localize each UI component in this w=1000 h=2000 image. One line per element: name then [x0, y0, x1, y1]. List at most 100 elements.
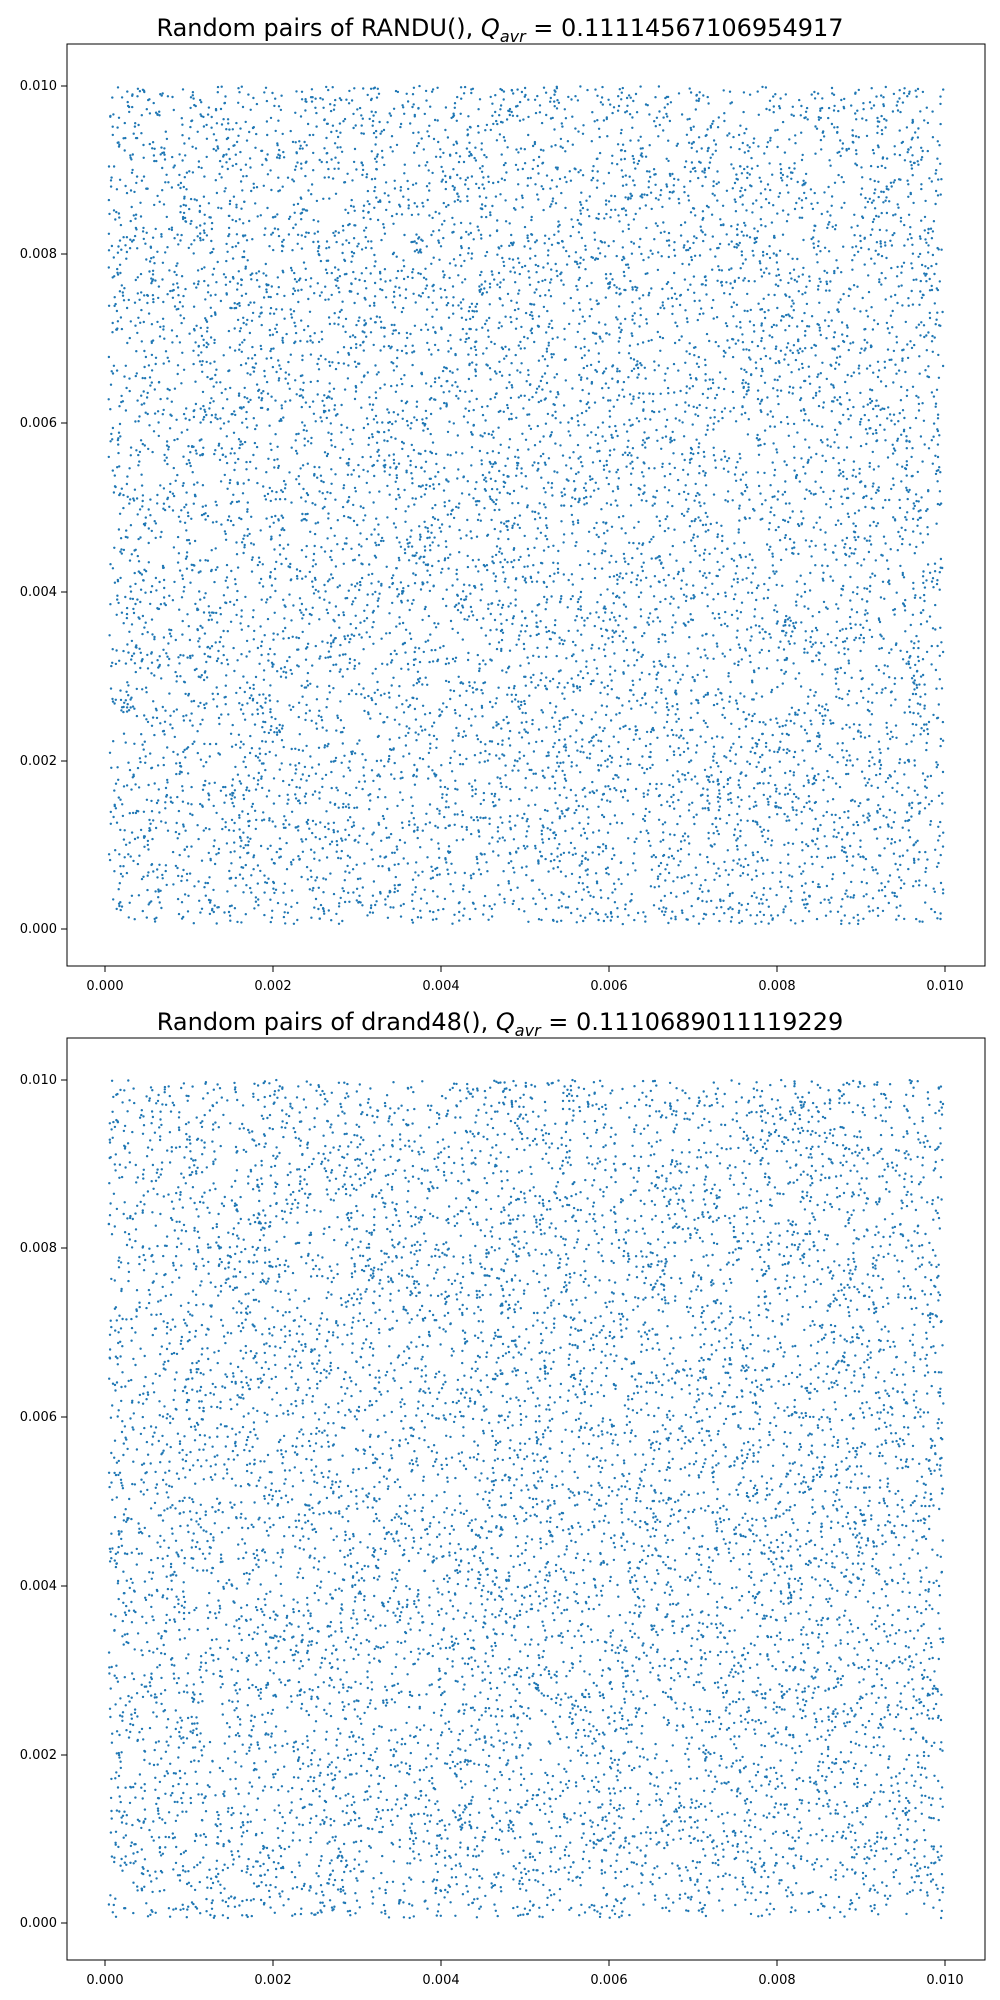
scatter-point [801, 366, 804, 370]
scatter-point [760, 398, 764, 401]
scatter-point [233, 468, 236, 472]
scatter-point [117, 451, 120, 455]
scatter-point [846, 693, 849, 696]
scatter-point [200, 907, 204, 910]
scatter-point [140, 877, 144, 881]
scatter-point [880, 164, 883, 168]
scatter-point [911, 243, 914, 246]
scatter-point [341, 839, 344, 842]
scatter-point [559, 444, 562, 447]
scatter-point [418, 677, 422, 680]
scatter-point [788, 874, 791, 877]
scatter-point [934, 189, 938, 193]
scatter-point [283, 604, 286, 607]
scatter-point [689, 283, 692, 286]
scatter-point [568, 456, 571, 459]
scatter-point [760, 367, 764, 371]
scatter-point [293, 211, 296, 214]
scatter-point [789, 349, 792, 352]
scatter-point [133, 662, 137, 665]
scatter-point [346, 819, 350, 822]
scatter-point [582, 714, 585, 717]
scatter-point [842, 756, 845, 759]
scatter-point [353, 301, 356, 305]
scatter-point [468, 493, 471, 496]
scatter-point [414, 182, 418, 185]
scatter-point [561, 125, 564, 128]
scatter-point [645, 437, 649, 440]
scatter-point [688, 246, 692, 250]
scatter-point [689, 597, 693, 600]
scatter-point [562, 533, 566, 536]
scatter-point [759, 755, 762, 759]
scatter-point [721, 736, 724, 739]
scatter-point [432, 137, 436, 141]
scatter-point [679, 860, 682, 863]
scatter-point [817, 773, 820, 776]
scatter-point [819, 528, 822, 531]
scatter-point [426, 683, 429, 686]
scatter-point [561, 812, 564, 815]
scatter-point [714, 255, 717, 258]
scatter-point [181, 88, 185, 91]
scatter-point [457, 602, 460, 605]
scatter-point [458, 528, 461, 532]
scatter-point [853, 638, 856, 642]
scatter-point [297, 300, 300, 304]
scatter-point [512, 266, 515, 269]
scatter-point [810, 809, 814, 812]
scatter-point [164, 786, 168, 790]
scatter-point [190, 243, 193, 246]
scatter-point [554, 410, 557, 413]
scatter-point [840, 587, 843, 591]
scatter-point [618, 634, 621, 638]
scatter-point [294, 797, 298, 800]
scatter-point [173, 237, 176, 240]
scatter-point [297, 432, 300, 435]
scatter-point [592, 744, 595, 747]
scatter-point [896, 437, 900, 440]
scatter-point [220, 713, 223, 716]
scatter-point [224, 794, 228, 797]
scatter-point [574, 472, 578, 476]
scatter-point [255, 132, 258, 136]
scatter-point [393, 777, 396, 780]
scatter-point [214, 547, 217, 550]
scatter-point [886, 417, 889, 420]
scatter-point [719, 281, 723, 284]
scatter-point [138, 298, 141, 301]
scatter-point [363, 780, 367, 783]
scatter-point [242, 793, 245, 797]
scatter-point [801, 898, 804, 902]
scatter-point [162, 487, 166, 490]
scatter-point [766, 183, 770, 186]
scatter-point [505, 618, 508, 622]
scatter-point [587, 562, 590, 565]
scatter-point [736, 812, 739, 816]
scatter-point [426, 427, 429, 431]
scatter-point [853, 307, 856, 310]
scatter-point [517, 700, 520, 703]
scatter-point [930, 907, 933, 911]
scatter-point [282, 745, 285, 749]
scatter-point [442, 907, 445, 911]
scatter-point [243, 338, 246, 342]
scatter-point [535, 391, 538, 394]
scatter-point [505, 118, 509, 121]
scatter-point [570, 573, 574, 576]
scatter-point [349, 335, 352, 338]
scatter-point [813, 191, 816, 195]
scatter-point [480, 142, 483, 145]
scatter-point [262, 390, 265, 393]
scatter-point [938, 280, 941, 283]
scatter-point [162, 648, 165, 651]
scatter-point [682, 569, 685, 573]
scatter-point [133, 488, 137, 491]
scatter-point [413, 240, 416, 243]
scatter-point [453, 188, 456, 191]
scatter-point [917, 402, 921, 406]
scatter-point [810, 539, 813, 543]
scatter-point [456, 434, 459, 437]
scatter-point [557, 393, 560, 396]
scatter-point [342, 514, 346, 518]
